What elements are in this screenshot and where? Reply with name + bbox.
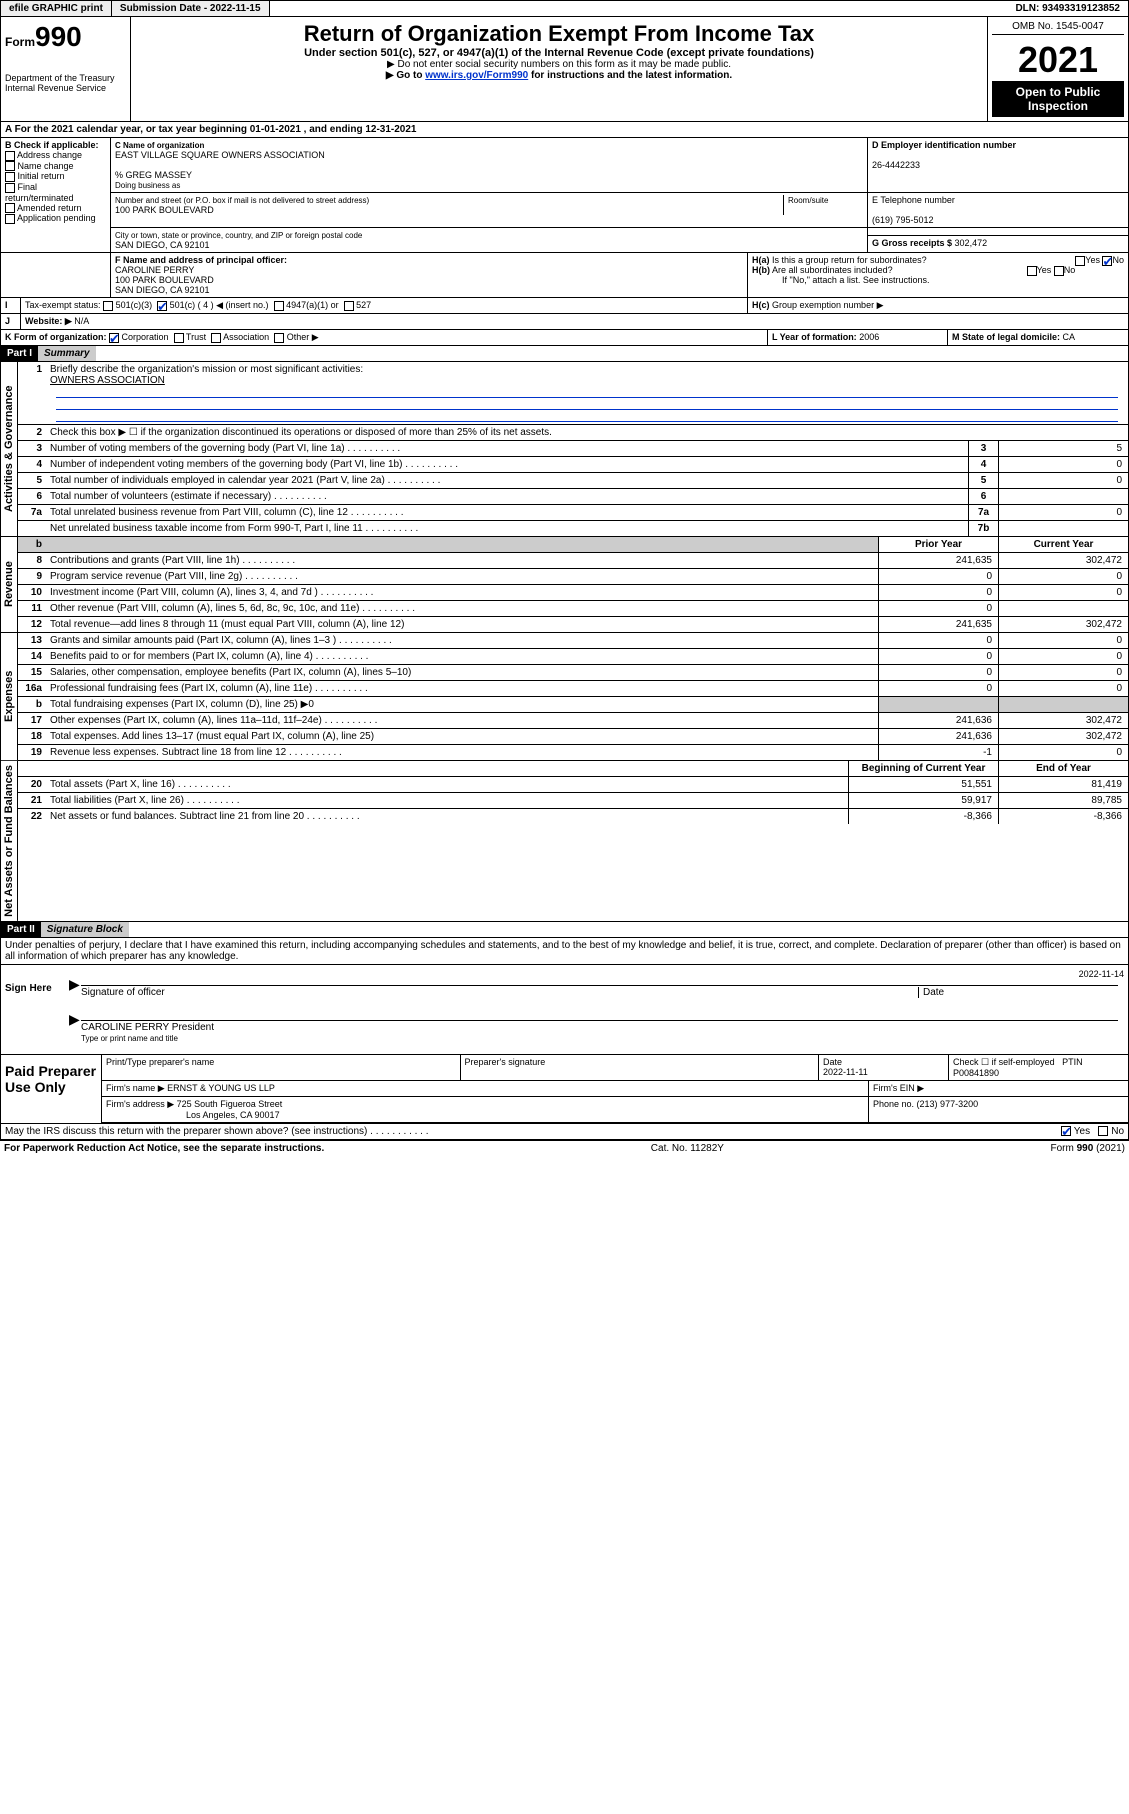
section-b: B Check if applicable: Address change Na… — [1, 138, 111, 253]
empty-cell — [868, 228, 1128, 236]
k-row: K Form of organization: Corporation Trus… — [0, 330, 1129, 346]
exp-label: Expenses — [1, 633, 18, 760]
part1-expenses: Expenses 13Grants and similar amounts pa… — [0, 633, 1129, 761]
form-title: Return of Organization Exempt From Incom… — [135, 21, 983, 47]
page-footer: For Paperwork Reduction Act Notice, see … — [0, 1140, 1129, 1156]
year-box: OMB No. 1545-0047 2021 Open to Public In… — [988, 17, 1128, 121]
j-row: J Website: ▶ N/A — [0, 314, 1129, 330]
city-cell: City or town, state or province, country… — [111, 228, 868, 253]
submission-date: Submission Date - 2022-11-15 — [112, 1, 270, 16]
efile-print-button[interactable]: efile GRAPHIC print — [1, 1, 112, 16]
chk-amended[interactable] — [5, 203, 15, 213]
chk-501c[interactable] — [157, 301, 167, 311]
prep-date: Date2022-11-11 — [818, 1055, 948, 1081]
section-h: H(a) Is this a group return for subordin… — [748, 253, 1128, 297]
part1-netassets: Net Assets or Fund Balances Beginning of… — [0, 761, 1129, 922]
discuss-row: May the IRS discuss this return with the… — [0, 1124, 1129, 1140]
dln: DLN: 93493319123852 — [1007, 1, 1128, 16]
declaration: Under penalties of perjury, I declare th… — [0, 938, 1129, 965]
phone-cell: E Telephone number (619) 795-5012 — [868, 193, 1128, 228]
discuss-no[interactable] — [1098, 1126, 1108, 1136]
dept-treasury: Department of the Treasury Internal Reve… — [5, 73, 126, 93]
part2-header: Part IISignature Block — [0, 922, 1129, 938]
section-f: F Name and address of principal officer:… — [111, 253, 748, 297]
chk-address[interactable] — [5, 151, 15, 161]
chk-name[interactable] — [5, 161, 15, 171]
chk-501c3[interactable] — [103, 301, 113, 311]
omb-number: OMB No. 1545-0047 — [992, 21, 1124, 35]
street-cell: Number and street (or P.O. box if mail i… — [111, 193, 868, 228]
prep-ptin: Check ☐ if self-employed PTINP00841890 — [948, 1055, 1128, 1081]
part1-header: Part ISummary — [0, 346, 1129, 362]
instr-ssn: ▶ Do not enter social security numbers o… — [135, 59, 983, 70]
subtitle: Under section 501(c), 527, or 4947(a)(1)… — [135, 47, 983, 59]
gross-receipts: G Gross receipts $ 302,472 — [868, 236, 1128, 254]
net-label: Net Assets or Fund Balances — [1, 761, 18, 921]
hb-yes[interactable] — [1027, 266, 1037, 276]
chk-corp[interactable] — [109, 333, 119, 343]
info-grid: B Check if applicable: Address change Na… — [0, 138, 1129, 253]
chk-4947[interactable] — [274, 301, 284, 311]
sign-here: Sign Here 2022-11-14 Signature of office… — [0, 965, 1129, 1055]
part1-revenue: Revenue bPrior YearCurrent Year 8Contrib… — [0, 537, 1129, 633]
i-row: I Tax-exempt status: 501(c)(3) 501(c) ( … — [0, 298, 1129, 314]
section-a: A For the 2021 calendar year, or tax yea… — [0, 122, 1129, 138]
discuss-yes[interactable] — [1061, 1126, 1071, 1136]
section-hc: H(c) Group exemption number ▶ — [748, 298, 1128, 313]
form-number-box: Form990 Department of the Treasury Inter… — [1, 17, 131, 121]
paid-preparer: Paid Preparer Use Only Print/Type prepar… — [0, 1055, 1129, 1124]
chk-assoc[interactable] — [211, 333, 221, 343]
rev-label: Revenue — [1, 537, 18, 632]
hb-no[interactable] — [1054, 266, 1064, 276]
open-public: Open to Public Inspection — [992, 81, 1124, 117]
chk-initial[interactable] — [5, 172, 15, 182]
chk-527[interactable] — [344, 301, 354, 311]
prep-sig: Preparer's signature — [460, 1055, 819, 1081]
chk-final[interactable] — [5, 183, 15, 193]
chk-trust[interactable] — [174, 333, 184, 343]
irs-link[interactable]: www.irs.gov/Form990 — [425, 70, 528, 81]
prep-name: Print/Type preparer's name — [101, 1055, 460, 1081]
chk-pending[interactable] — [5, 214, 15, 224]
instr-link: ▶ Go to www.irs.gov/Form990 for instruct… — [135, 70, 983, 81]
part1-governance: Activities & Governance 1Briefly describ… — [0, 362, 1129, 537]
ein-cell: D Employer identification number 26-4442… — [868, 138, 1128, 193]
gov-label: Activities & Governance — [1, 362, 18, 536]
ha-no[interactable] — [1102, 256, 1112, 266]
ha-yes[interactable] — [1075, 256, 1085, 266]
title-box: Return of Organization Exempt From Incom… — [131, 17, 988, 121]
chk-other[interactable] — [274, 333, 284, 343]
tax-year: 2021 — [992, 39, 1124, 81]
top-toolbar: efile GRAPHIC print Submission Date - 20… — [0, 0, 1129, 17]
org-name-cell: C Name of organization EAST VILLAGE SQUA… — [111, 138, 868, 193]
f-h-row: F Name and address of principal officer:… — [0, 253, 1129, 298]
tax-exempt-status: Tax-exempt status: 501(c)(3) 501(c) ( 4 … — [21, 298, 748, 313]
form-header: Form990 Department of the Treasury Inter… — [0, 17, 1129, 122]
